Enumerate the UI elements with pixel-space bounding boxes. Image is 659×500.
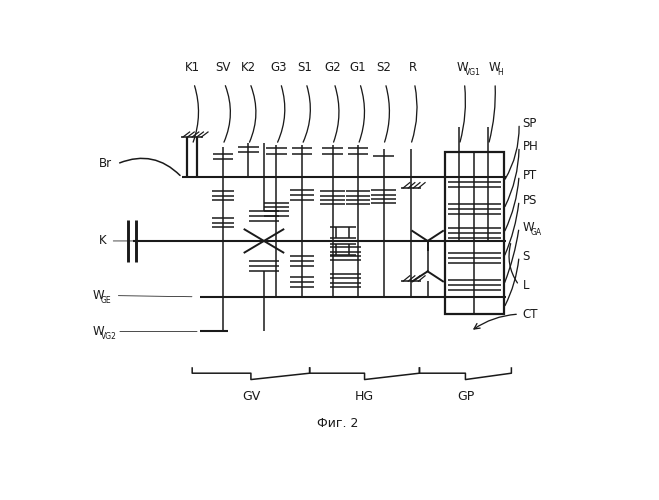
- Text: GE: GE: [101, 296, 111, 304]
- Text: PT: PT: [523, 169, 537, 182]
- Text: VG1: VG1: [465, 68, 481, 78]
- Text: SV: SV: [215, 61, 231, 74]
- Text: GP: GP: [457, 390, 474, 404]
- Text: W: W: [92, 289, 104, 302]
- Text: S: S: [523, 250, 530, 263]
- Text: S1: S1: [297, 61, 312, 74]
- Text: K2: K2: [241, 61, 256, 74]
- Text: W: W: [92, 325, 104, 338]
- Text: GV: GV: [242, 390, 260, 404]
- Text: PH: PH: [523, 140, 538, 153]
- Text: L: L: [523, 278, 529, 291]
- Text: G2: G2: [324, 61, 341, 74]
- Text: Br: Br: [99, 158, 112, 170]
- Text: G3: G3: [271, 61, 287, 74]
- Text: R: R: [409, 61, 417, 74]
- Text: K1: K1: [185, 61, 200, 74]
- Text: W: W: [523, 221, 534, 234]
- Text: PS: PS: [523, 194, 537, 207]
- Text: H: H: [497, 68, 503, 78]
- Text: S2: S2: [376, 61, 391, 74]
- Bar: [445, 152, 503, 314]
- Text: CT: CT: [523, 308, 538, 320]
- Text: GA: GA: [530, 228, 542, 236]
- Text: W: W: [457, 61, 469, 74]
- Text: K: K: [99, 234, 106, 248]
- Text: VG2: VG2: [101, 332, 117, 340]
- Text: G1: G1: [350, 61, 366, 74]
- Text: SP: SP: [523, 117, 537, 130]
- Text: W: W: [488, 61, 500, 74]
- Text: Фиг. 2: Фиг. 2: [317, 418, 358, 430]
- Text: HG: HG: [355, 390, 374, 404]
